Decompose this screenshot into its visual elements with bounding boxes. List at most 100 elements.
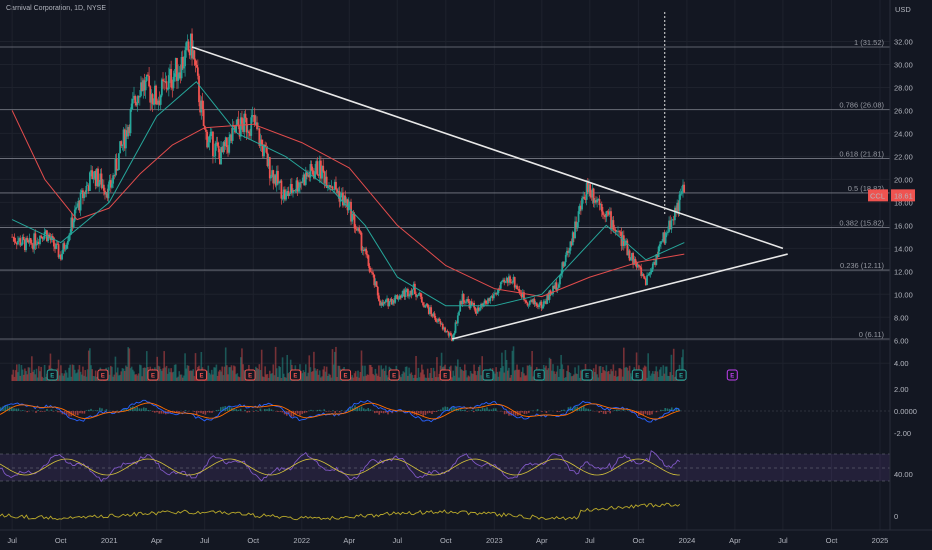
- candle-body: [36, 241, 39, 245]
- candle-body: [65, 244, 68, 249]
- candle-body: [287, 191, 290, 196]
- macd-hist: [457, 408, 460, 411]
- macd-hist: [519, 411, 521, 415]
- volume-bar: [214, 367, 217, 381]
- candle-body: [408, 295, 410, 297]
- volume-bar: [450, 365, 452, 381]
- volume-bar: [545, 365, 547, 381]
- volume-bar: [437, 377, 439, 381]
- candle-body: [489, 297, 492, 301]
- volume-bar: [179, 374, 182, 381]
- volume-bar: [562, 369, 565, 381]
- candle-body: [41, 236, 44, 239]
- candle-body: [42, 238, 45, 240]
- volume-bar: [560, 354, 562, 381]
- candle-body: [308, 174, 311, 178]
- volume-bar: [255, 366, 257, 381]
- earnings-badge-label: E: [50, 374, 54, 380]
- volume-bar: [502, 366, 504, 381]
- volume-bar: [277, 376, 279, 381]
- candle-body: [397, 299, 400, 300]
- macd-hist: [94, 410, 97, 411]
- macd-hist: [574, 406, 576, 411]
- volume-bar: [27, 367, 30, 381]
- candle-body: [310, 164, 313, 171]
- trendlines[interactable]: [191, 12, 788, 340]
- candle-body: [460, 301, 463, 305]
- candle-body: [626, 240, 629, 256]
- macd-hist: [303, 411, 306, 414]
- candle-body: [173, 73, 176, 77]
- candle-body: [296, 180, 299, 192]
- macd-hist: [484, 408, 486, 411]
- volume-bar: [627, 370, 630, 381]
- candle-body: [230, 134, 233, 141]
- candle-body: [353, 214, 356, 229]
- candle-body: [274, 175, 277, 186]
- macd-hist: [567, 407, 570, 411]
- volume-bar: [433, 371, 436, 381]
- candle-body: [285, 191, 287, 200]
- volume-bar: [177, 376, 179, 381]
- volume-bar: [369, 365, 372, 381]
- volume-bar: [119, 374, 121, 381]
- macd-hist: [598, 411, 600, 413]
- volume-bar: [331, 349, 334, 381]
- candle-body: [238, 126, 241, 137]
- earnings-badge-label: E: [344, 374, 348, 380]
- volume-bar: [429, 373, 431, 381]
- candle-body: [11, 236, 14, 238]
- volume-bar: [607, 370, 610, 381]
- candle-body: [610, 211, 612, 230]
- candle-body: [75, 207, 77, 210]
- candle-body: [503, 279, 506, 283]
- candle-body: [579, 205, 582, 210]
- chart-title: Carnival Corporation, 1D, NYSE: [6, 5, 106, 12]
- macd-hist: [222, 406, 224, 411]
- volume-bar: [526, 365, 529, 381]
- volume-bar: [669, 372, 672, 381]
- volume-bar: [367, 374, 370, 381]
- candle-body: [214, 143, 217, 156]
- macd-hist: [523, 411, 526, 414]
- candle-body: [532, 298, 535, 303]
- volume-bar: [25, 371, 27, 381]
- macd-hist: [193, 411, 196, 412]
- macd-hist: [184, 410, 187, 411]
- macd-hist: [514, 411, 517, 416]
- volume-bar: [170, 368, 172, 381]
- bottom-indicator-line: [0, 502, 681, 521]
- volume-bar: [137, 373, 140, 381]
- candle-body: [157, 100, 160, 105]
- candle-body: [24, 239, 26, 251]
- volume-bar: [72, 365, 75, 381]
- volume-bar: [424, 377, 427, 381]
- candle-body: [631, 252, 633, 260]
- candle-body: [465, 301, 467, 303]
- volume-bar: [383, 370, 386, 381]
- candle-body: [570, 241, 573, 246]
- candle-body: [614, 229, 617, 232]
- price-tick: 28.00: [894, 83, 913, 92]
- volume-bar: [426, 368, 429, 381]
- candle-body: [530, 300, 532, 301]
- candle-body: [475, 311, 478, 314]
- volume-bar: [316, 368, 319, 381]
- candle-body: [329, 185, 332, 188]
- volume-bar: [92, 375, 95, 381]
- candle-body: [205, 129, 207, 132]
- price-tick: 10.00: [894, 290, 913, 299]
- macd-hist: [475, 409, 477, 411]
- volume-bar: [458, 377, 460, 381]
- candle-body: [433, 313, 436, 318]
- macd-hist: [35, 411, 37, 413]
- macd-hist: [616, 409, 618, 411]
- volume-bar: [577, 365, 580, 381]
- volume-bar: [263, 377, 265, 381]
- candle-body: [547, 294, 550, 300]
- candle-body: [476, 307, 479, 314]
- candle-body: [505, 277, 508, 282]
- candle-body: [648, 273, 651, 276]
